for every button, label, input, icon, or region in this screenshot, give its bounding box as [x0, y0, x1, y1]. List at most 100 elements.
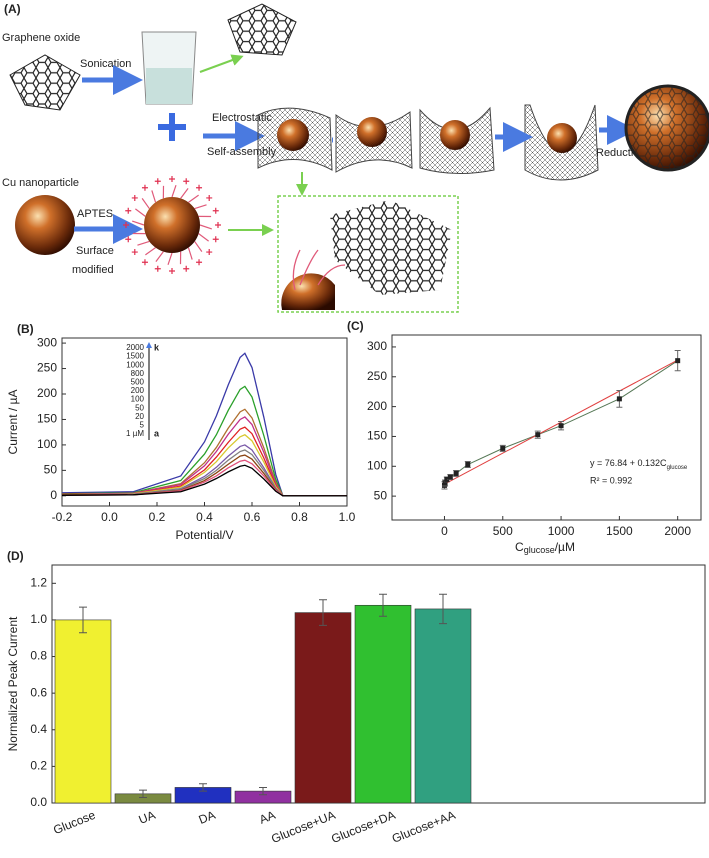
y-tick-label: 300 [37, 335, 57, 349]
panel-label: (B) [17, 322, 34, 336]
x-tick-label: UA [137, 808, 158, 827]
label: Sonication [80, 58, 131, 70]
label: Graphene oxide [2, 32, 80, 44]
data-point [453, 470, 459, 476]
x-tick-label: 1.0 [339, 510, 356, 524]
error-bar [79, 606, 87, 634]
legend-bottom: a [154, 428, 160, 438]
cv-curve [61, 459, 347, 497]
cv-curve [61, 433, 347, 497]
plus-sign [183, 265, 190, 272]
x-tick-label: -0.2 [52, 510, 73, 524]
chain [171, 185, 177, 198]
plus-icon [158, 113, 186, 141]
cv-curve [61, 464, 347, 497]
y-tick-label: 0.0 [30, 795, 47, 809]
data-point [447, 474, 453, 480]
chain [141, 198, 150, 209]
y-axis-label: Normalized Peak Current [6, 616, 20, 751]
x-label-unit: /µM [555, 540, 575, 554]
error-bar [139, 789, 147, 799]
chain [167, 252, 173, 265]
cv-curve [61, 408, 347, 497]
panel-label: (A) [4, 2, 21, 16]
data-point [558, 423, 564, 429]
r-squared: R² = 0.992 [590, 475, 632, 485]
plus-sign [141, 259, 148, 266]
label: modified [72, 264, 114, 276]
error-bar [199, 783, 207, 792]
cv-curve [61, 385, 347, 497]
x-tick-label: Glucose+DA [329, 808, 397, 846]
aptes-shell [123, 176, 221, 274]
x-tick-label: Glucose+AA [390, 808, 457, 846]
x-tick-label: 1000 [548, 524, 575, 538]
plus-sign [169, 268, 175, 274]
data-point [444, 476, 450, 482]
x-label-main: C [515, 540, 524, 554]
chain [194, 204, 207, 210]
x-tick-label: 2000 [664, 524, 691, 538]
bar [354, 604, 412, 804]
legend-entry: 100 [131, 395, 145, 404]
legend-entry: 800 [131, 369, 145, 378]
panel-a: (A) Graphene oxide Sonication Electrosta… [2, 2, 709, 313]
plus-sign [131, 194, 138, 201]
chain [135, 208, 146, 217]
chain [137, 240, 150, 246]
panel-label: (D) [7, 549, 24, 563]
plus-sign [125, 207, 132, 214]
plus-sign [215, 222, 221, 228]
data-point [616, 396, 622, 402]
legend-entry: 200 [131, 386, 145, 395]
graphene-sheet [9, 54, 81, 111]
plus-sign [206, 249, 213, 256]
plus-sign [141, 184, 148, 191]
cv-curve [61, 352, 347, 497]
x-axis-label: Potential/V [175, 528, 233, 542]
chain [155, 251, 164, 262]
y-axis-label: Current / µA [6, 390, 20, 455]
error-bar [439, 593, 447, 625]
data-point [675, 358, 681, 364]
y-tick-label: 300 [367, 339, 387, 353]
cu-detail [281, 273, 335, 310]
arrow [199, 54, 244, 73]
graphene-sheet [227, 3, 297, 56]
detail-box [277, 195, 459, 313]
error-bar [379, 593, 387, 617]
chain [198, 233, 209, 242]
graphene-detail [330, 200, 452, 295]
x-tick-label: Glucose [51, 808, 97, 838]
data-point [465, 462, 471, 467]
y-tick-label: 250 [37, 361, 57, 375]
y-tick-label: 250 [367, 369, 387, 383]
plot-frame [391, 334, 702, 521]
chain [145, 247, 156, 256]
label: Cu nanoparticle [2, 177, 79, 189]
chain [187, 247, 193, 260]
plus-sign [154, 178, 161, 185]
x-tick-label: 0.8 [291, 510, 308, 524]
x-axis-label: Cglucose/µM [515, 540, 575, 555]
plus-sign [169, 176, 175, 182]
y-tick-label: 100 [367, 458, 387, 472]
y-tick-label: 150 [367, 429, 387, 443]
equation-main: y = 76.84 + 0.132C [590, 458, 667, 468]
plus-sign [131, 249, 138, 256]
y-tick-label: 0.4 [30, 722, 47, 736]
cu-particle [15, 195, 75, 255]
data-point [535, 432, 541, 438]
legend-entry: 5 [140, 421, 145, 430]
modified-particle [144, 197, 200, 253]
legend-entry: 1 µM [126, 429, 144, 438]
chain [194, 241, 203, 252]
x-tick-label: 500 [493, 524, 513, 538]
cv-curve [61, 426, 347, 497]
x-tick-label: 1500 [606, 524, 633, 538]
y-tick-label: 0.2 [30, 759, 47, 773]
legend-entry: 500 [131, 378, 145, 387]
y-tick-label: 0 [50, 488, 57, 502]
y-tick-label: 0.6 [30, 685, 47, 699]
